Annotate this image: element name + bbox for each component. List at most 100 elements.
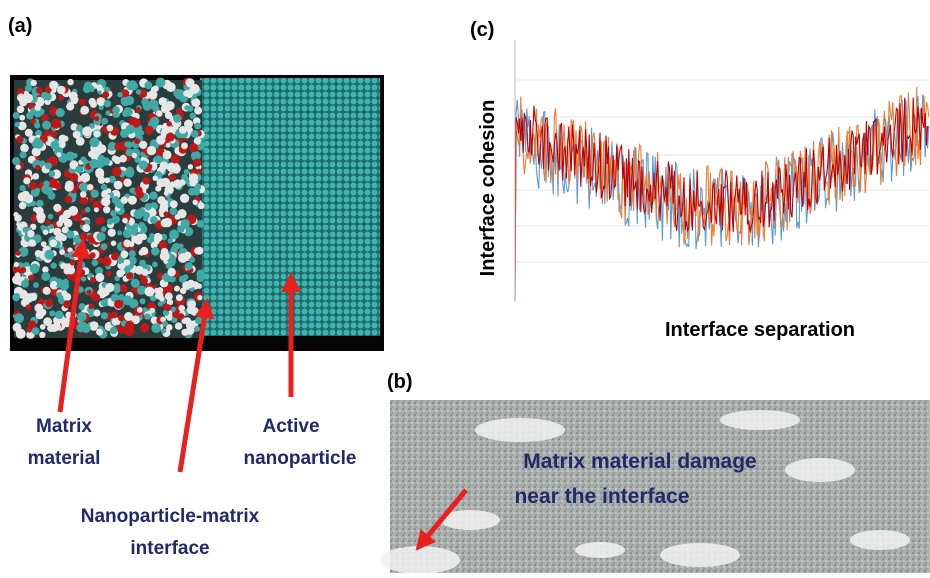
atom [193, 159, 201, 167]
atom [101, 299, 108, 306]
atom [101, 226, 107, 232]
atom [127, 172, 132, 177]
atom [196, 283, 202, 289]
atom [134, 138, 140, 144]
atom [87, 184, 93, 190]
atom [166, 315, 172, 321]
atom [39, 298, 45, 304]
atom [45, 219, 51, 225]
atom [36, 87, 43, 94]
plot-lines [515, 87, 929, 300]
atom [89, 197, 94, 202]
atom [102, 257, 111, 266]
atom [35, 250, 42, 257]
atom [132, 153, 137, 158]
atom [106, 271, 112, 277]
atom [94, 130, 101, 137]
atom [177, 225, 185, 233]
atom [171, 246, 177, 252]
atom [56, 152, 61, 157]
atom [33, 282, 39, 288]
atom [80, 106, 89, 115]
atom [34, 139, 44, 149]
atom [140, 323, 149, 332]
atom [59, 249, 65, 255]
atom [187, 280, 195, 288]
atom [43, 180, 49, 186]
atom [126, 125, 135, 134]
atom [164, 211, 169, 216]
atom [188, 188, 196, 196]
atom [153, 233, 162, 242]
atom [96, 329, 103, 336]
atom [131, 287, 136, 292]
atom [51, 262, 57, 268]
atom [152, 262, 158, 268]
atom [156, 110, 163, 117]
atom [57, 86, 66, 95]
atom [125, 327, 135, 337]
atom [184, 169, 190, 175]
atom [160, 251, 170, 261]
atom [149, 233, 154, 238]
annotation: interface [130, 538, 209, 559]
atom [103, 206, 110, 213]
atom [14, 313, 24, 323]
atom [101, 184, 107, 190]
atom [19, 202, 26, 209]
atom [149, 99, 159, 109]
atom [166, 133, 175, 142]
atom [183, 274, 189, 280]
panel-label: (b) [387, 371, 413, 393]
atom [89, 159, 98, 168]
annotation: Matrix [36, 416, 92, 437]
atom [102, 91, 109, 98]
annotation: Active [262, 416, 319, 437]
atom [145, 126, 154, 135]
atom [13, 112, 20, 119]
atom [129, 220, 134, 225]
atom [25, 85, 32, 92]
atom [43, 287, 51, 295]
atom [117, 92, 122, 97]
panel-label: (a) [8, 15, 32, 37]
atom [70, 173, 79, 182]
atom [20, 144, 29, 153]
matrix-molecules [12, 78, 205, 339]
atom [141, 98, 149, 106]
atom [131, 279, 140, 288]
atom [42, 121, 51, 130]
atom [191, 98, 200, 107]
atom [31, 80, 37, 86]
atom [178, 244, 183, 249]
atom [49, 239, 57, 247]
atom [41, 272, 50, 281]
atom [26, 112, 34, 120]
atom [140, 233, 147, 240]
atom [173, 179, 182, 188]
atom [137, 307, 143, 313]
atom [111, 312, 118, 319]
atom [80, 233, 88, 241]
annotation: Matrix material damage [523, 450, 756, 473]
atom [33, 173, 39, 179]
atom [147, 146, 156, 155]
atom [12, 157, 20, 165]
atom [35, 236, 41, 242]
atom [114, 300, 123, 309]
atom [32, 327, 40, 335]
atom [161, 328, 166, 333]
atom [122, 218, 128, 224]
atom [49, 310, 55, 316]
atom [49, 224, 54, 229]
figure: (a) Matrix material Active nanoparticle … [0, 0, 930, 573]
atom [102, 127, 107, 132]
atom [115, 143, 123, 151]
atom [143, 212, 150, 219]
atom [167, 121, 172, 126]
atom [28, 239, 35, 246]
atom [17, 106, 25, 114]
void [785, 458, 855, 482]
atom [104, 100, 111, 107]
atom [169, 174, 176, 181]
